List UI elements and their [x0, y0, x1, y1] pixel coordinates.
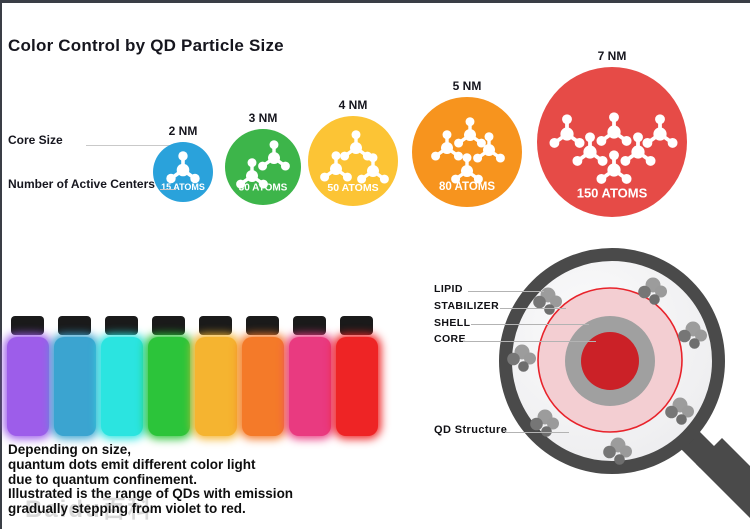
qd-size-label: 4 NM: [338, 98, 368, 112]
magnifier-handle: [696, 438, 750, 518]
bottle-cap: [293, 316, 326, 335]
emission-bottle: [289, 316, 331, 436]
qd-size-label: 2 NM: [168, 124, 198, 138]
shell-label: SHELL: [434, 317, 471, 329]
bottle-liquid: [148, 337, 190, 436]
qd-size-label: 5 NM: [452, 79, 482, 93]
molecule-icon: [320, 130, 389, 184]
atoms-count-label: 15 ATOMS: [161, 182, 205, 192]
bottle-liquid: [54, 337, 96, 436]
lipid-molecule: [507, 344, 536, 372]
magnifier-illustration: [499, 248, 750, 518]
emission-bottle: [148, 316, 190, 436]
emission-bottle: [195, 316, 237, 436]
emission-bottle: [336, 316, 378, 436]
core-layer: [581, 332, 639, 390]
stabilizer-leader-line: [500, 308, 566, 309]
emission-bottle: [242, 316, 284, 436]
core-size-label: Core Size: [8, 133, 63, 147]
core-label: CORE: [434, 333, 466, 345]
qd-circle: [412, 97, 522, 207]
left-border: [0, 0, 2, 529]
lipid-molecules: [507, 277, 707, 465]
lipid-label: LIPID: [434, 283, 463, 295]
shell-leader-line: [471, 324, 589, 325]
bottle-cap: [340, 316, 373, 335]
qd-structure-leader-line: [505, 432, 569, 433]
bottle-cap: [105, 316, 138, 335]
molecule-icon: [431, 117, 505, 184]
bottle-liquid: [242, 337, 284, 436]
description-line: Illustrated is the range of QDs with emi…: [8, 486, 294, 502]
qd-circle: [537, 67, 687, 217]
top-border: [0, 0, 750, 3]
description-line: quantum dots emit different color light: [8, 456, 256, 472]
lipid-molecule: [678, 321, 707, 349]
qd-structure-caption: QD Structure: [434, 424, 508, 436]
lipid-molecule: [638, 277, 667, 305]
molecule-icon: [166, 151, 200, 184]
stabilizer-label: STABILIZER: [434, 300, 500, 312]
lipid-leader-line: [468, 291, 544, 292]
bottle-liquid: [7, 337, 49, 436]
core-leader-line: [463, 341, 596, 342]
bottle-liquid: [195, 337, 237, 436]
emission-bottle: [7, 316, 49, 436]
emission-bottle: [101, 316, 143, 436]
description-text: Depending on size, quantum dots emit diff…: [8, 442, 294, 517]
lipid-molecule: [665, 397, 694, 425]
description-line: gradually stepping from violet to red.: [8, 501, 246, 517]
active-centers-leader-line: [160, 189, 176, 190]
page-title: Color Control by QD Particle Size: [8, 36, 284, 55]
molecule-icon: [236, 140, 290, 189]
bottle-cap: [58, 316, 91, 335]
molecule-icon: [549, 112, 678, 184]
emission-bottle: [54, 316, 96, 436]
qd-size-label: 3 NM: [248, 111, 278, 125]
bottle-liquid: [289, 337, 331, 436]
bottle-cap: [11, 316, 44, 335]
lipid-molecule: [603, 437, 632, 465]
bottle-cap: [246, 316, 279, 335]
lipid-molecule: [530, 409, 559, 437]
atoms-count-label: 150 ATOMS: [576, 185, 648, 201]
core-size-leader-line: [86, 145, 186, 146]
atoms-count-label: 30 ATOMS: [238, 182, 288, 194]
atoms-count-label: 80 ATOMS: [438, 181, 496, 193]
bottle-liquid: [336, 337, 378, 436]
qd-circle: [308, 116, 398, 206]
bottle-liquid: [101, 337, 143, 436]
bottle-cap: [199, 316, 232, 335]
active-centers-label: Number of Active Centers: [8, 177, 155, 191]
description-line: due to quantum confinement.: [8, 471, 197, 487]
bottle-cap: [152, 316, 185, 335]
watermark: Baidu百科: [25, 496, 154, 523]
qd-size-label: 7 NM: [597, 49, 627, 63]
lipid-molecule: [533, 287, 562, 315]
description-line: Depending on size,: [8, 442, 132, 457]
atoms-count-label: 50 ATOMS: [327, 182, 379, 194]
